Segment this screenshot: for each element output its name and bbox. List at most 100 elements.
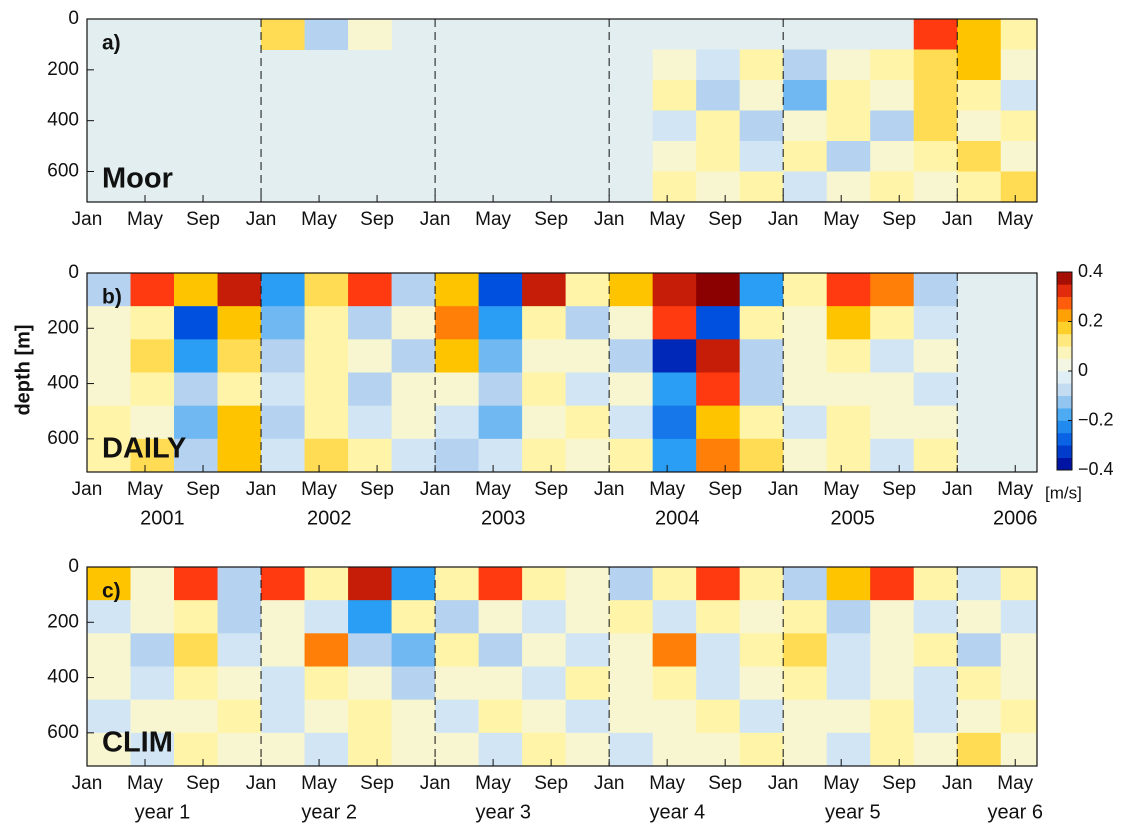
heatmap-cell — [261, 600, 306, 634]
heatmap-cell — [565, 699, 610, 734]
heatmap-cell — [913, 600, 958, 634]
heatmap-cell — [478, 306, 523, 340]
heatmap-cell — [478, 732, 523, 766]
heatmap-cell — [478, 339, 523, 373]
x-tick-label: Sep — [360, 479, 394, 500]
heatmap-cell — [391, 600, 436, 634]
heatmap-cell — [652, 567, 697, 601]
colorbar-band — [1057, 408, 1072, 421]
heatmap-cell — [435, 567, 480, 601]
plot-frame — [86, 18, 1038, 203]
heatmap-cell — [87, 699, 132, 734]
heatmap-cell — [609, 306, 654, 340]
heatmap-cells — [87, 273, 958, 472]
colorbar-tick-label: 0 — [1078, 360, 1088, 380]
x-tick-label: May — [301, 479, 337, 500]
heatmap-cell — [435, 732, 480, 766]
x-tick-label: Jan — [72, 209, 103, 230]
heatmap-cell — [565, 666, 610, 701]
colorbar-band — [1057, 296, 1072, 310]
heatmap-cell — [261, 339, 306, 373]
year-label: 2003 — [481, 507, 526, 529]
heatmap-cell — [652, 306, 697, 340]
heatmap-cell — [217, 699, 262, 734]
heatmap-cell — [522, 633, 567, 667]
heatmap-cell — [174, 699, 219, 734]
heatmap-cell — [87, 633, 132, 667]
heatmap-cell — [696, 699, 741, 734]
heatmap-cells — [87, 567, 1037, 766]
heatmap-cell — [261, 306, 306, 340]
heatmap-cell — [87, 405, 132, 440]
heatmap-cell — [391, 405, 436, 440]
heatmap-cell — [739, 339, 784, 373]
y-tick-label: 400 — [47, 110, 79, 131]
heatmap-cell — [739, 141, 784, 172]
heatmap-cell — [1000, 567, 1037, 601]
heatmap-cell — [957, 666, 1002, 701]
heatmap-cell — [870, 633, 915, 667]
heatmap-cell — [739, 600, 784, 634]
heatmap-cell — [739, 732, 784, 766]
heatmap-cell — [957, 49, 1002, 81]
heatmap-cell — [696, 273, 741, 307]
heatmap-cell — [130, 438, 175, 472]
heatmap-cell — [913, 372, 958, 407]
heatmap-cell — [1000, 666, 1037, 701]
heatmap-cell — [652, 438, 697, 472]
heatmap-cell — [1000, 171, 1037, 202]
heatmap-cell — [783, 171, 828, 202]
colorbar-band — [1057, 272, 1072, 285]
heatmap-cell — [174, 666, 219, 701]
heatmap-cell — [217, 438, 262, 472]
heatmap-cell — [826, 405, 871, 440]
heatmap-cell — [522, 699, 567, 734]
heatmap-cell — [870, 273, 915, 307]
y-tick-label: 600 — [47, 161, 79, 182]
x-tick-label: May — [301, 773, 337, 794]
heatmap-cell — [652, 141, 697, 172]
heatmap-cell — [609, 405, 654, 440]
heatmap-cell — [174, 306, 219, 340]
x-tick-label: Sep — [360, 209, 394, 230]
x-tick-label: Sep — [360, 773, 394, 794]
heatmap-cell — [739, 438, 784, 472]
heatmap-cell — [261, 372, 306, 407]
heatmap-cell — [652, 339, 697, 373]
heatmap-cell — [826, 110, 871, 142]
heatmap-cell — [261, 666, 306, 701]
heatmap-cell — [696, 732, 741, 766]
heatmap-cell — [870, 171, 915, 202]
heatmap-cell — [739, 372, 784, 407]
heatmap-cell — [696, 600, 741, 634]
heatmap-cell — [87, 273, 132, 307]
heatmap-cell — [609, 699, 654, 734]
colorbar-band — [1057, 309, 1072, 322]
heatmap-cell — [174, 372, 219, 407]
heatmap-cell — [304, 405, 349, 440]
year-label: year 3 — [475, 801, 531, 823]
colorbar-band — [1057, 346, 1072, 359]
heatmap-cell — [391, 732, 436, 766]
x-tick-label: May — [649, 773, 685, 794]
heatmap-cell — [391, 699, 436, 734]
colorbar-band — [1057, 432, 1072, 446]
heatmap-cell — [870, 699, 915, 734]
heatmap-cell — [435, 600, 480, 634]
heatmap-cell — [348, 699, 393, 734]
heatmap-cell — [957, 110, 1002, 142]
heatmap-cell — [783, 600, 828, 634]
heatmap-cell — [522, 372, 567, 407]
heatmap-cell — [565, 405, 610, 440]
y-tick-label: 0 — [68, 556, 79, 577]
heatmap-cell — [652, 80, 697, 111]
heatmap-cell — [739, 171, 784, 202]
x-tick-label: May — [301, 209, 337, 230]
heatmap-cell — [1000, 699, 1037, 734]
heatmap-cell — [957, 600, 1002, 634]
heatmap-cell — [130, 600, 175, 634]
heatmap-cell — [435, 372, 480, 407]
x-tick-label: Sep — [534, 773, 568, 794]
x-tick-label: Jan — [942, 209, 973, 230]
